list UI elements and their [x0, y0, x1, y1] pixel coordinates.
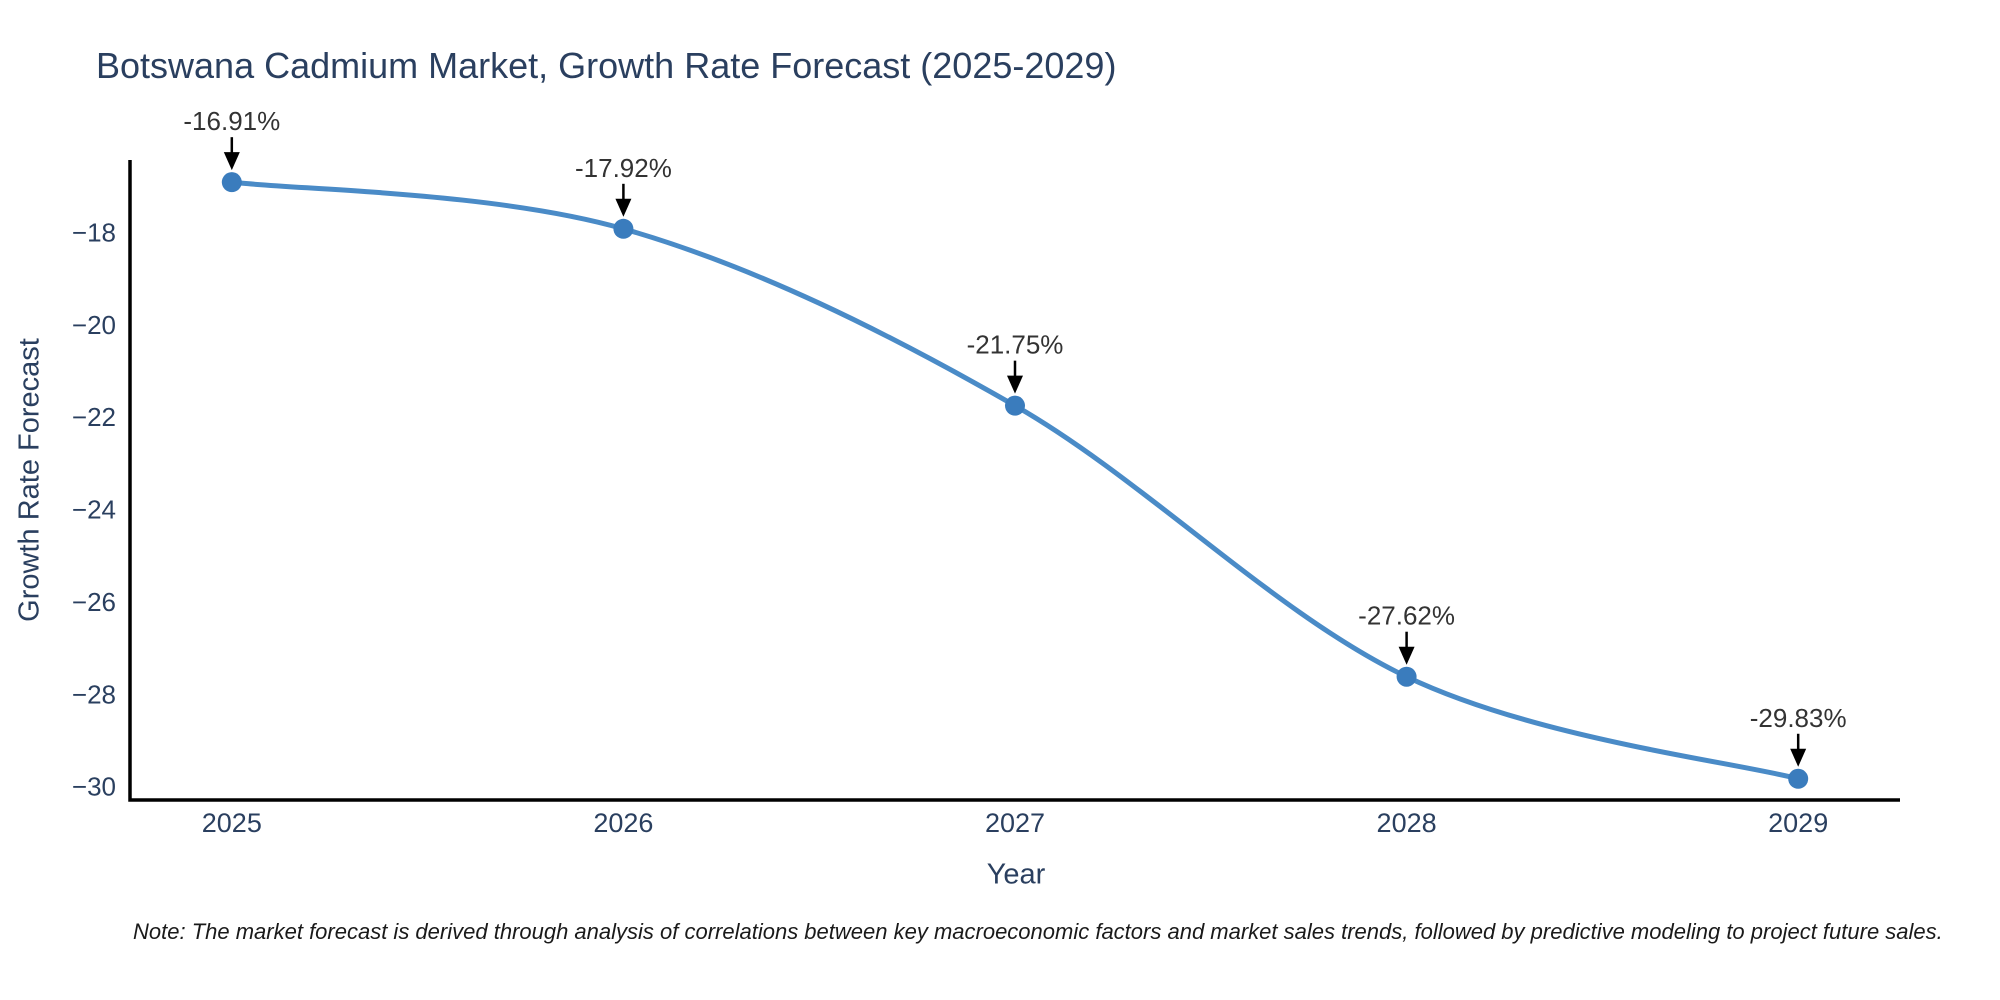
x-tick-label: 2029	[1768, 808, 1828, 838]
axis-lines	[128, 160, 1900, 802]
footnote: Note: The market forecast is derived thr…	[133, 919, 1943, 944]
y-tick-label: −30	[72, 772, 116, 802]
data-point-marker	[1396, 666, 1417, 687]
y-tick-label: −24	[72, 495, 116, 525]
annotation-arrow-head	[1790, 748, 1807, 767]
annotation-label: -27.62%	[1358, 601, 1455, 631]
forecast-line	[229, 179, 1801, 782]
annotation-arrow-head	[1398, 646, 1415, 665]
x-tick-label: 2026	[593, 808, 653, 838]
x-tick-label: 2025	[202, 808, 262, 838]
data-point-marker	[613, 218, 634, 239]
annotation-label: -21.75%	[967, 330, 1064, 360]
annotation-arrow-head	[223, 152, 240, 171]
x-axis-title: Year	[986, 858, 1046, 891]
x-tick-label: 2027	[985, 808, 1045, 838]
y-tick-label: −26	[72, 587, 116, 617]
data-point-marker	[221, 172, 242, 193]
annotation-label: -17.92%	[575, 153, 672, 183]
annotation-label: -29.83%	[1750, 703, 1847, 733]
chart-title: Botswana Cadmium Market, Growth Rate For…	[96, 45, 1117, 86]
y-tick-label: −28	[72, 679, 116, 709]
annotation-arrow-head	[615, 198, 632, 217]
y-tick-label: −20	[72, 310, 116, 340]
y-tick-label: −18	[72, 217, 116, 247]
data-point-marker	[1788, 768, 1809, 789]
y-tick-label: −22	[72, 402, 116, 432]
data-point-marker	[1005, 395, 1025, 416]
annotation-arrow-head	[1007, 375, 1023, 394]
x-tick-label: 2028	[1377, 808, 1437, 838]
annotation-label: -16.91%	[183, 106, 280, 136]
